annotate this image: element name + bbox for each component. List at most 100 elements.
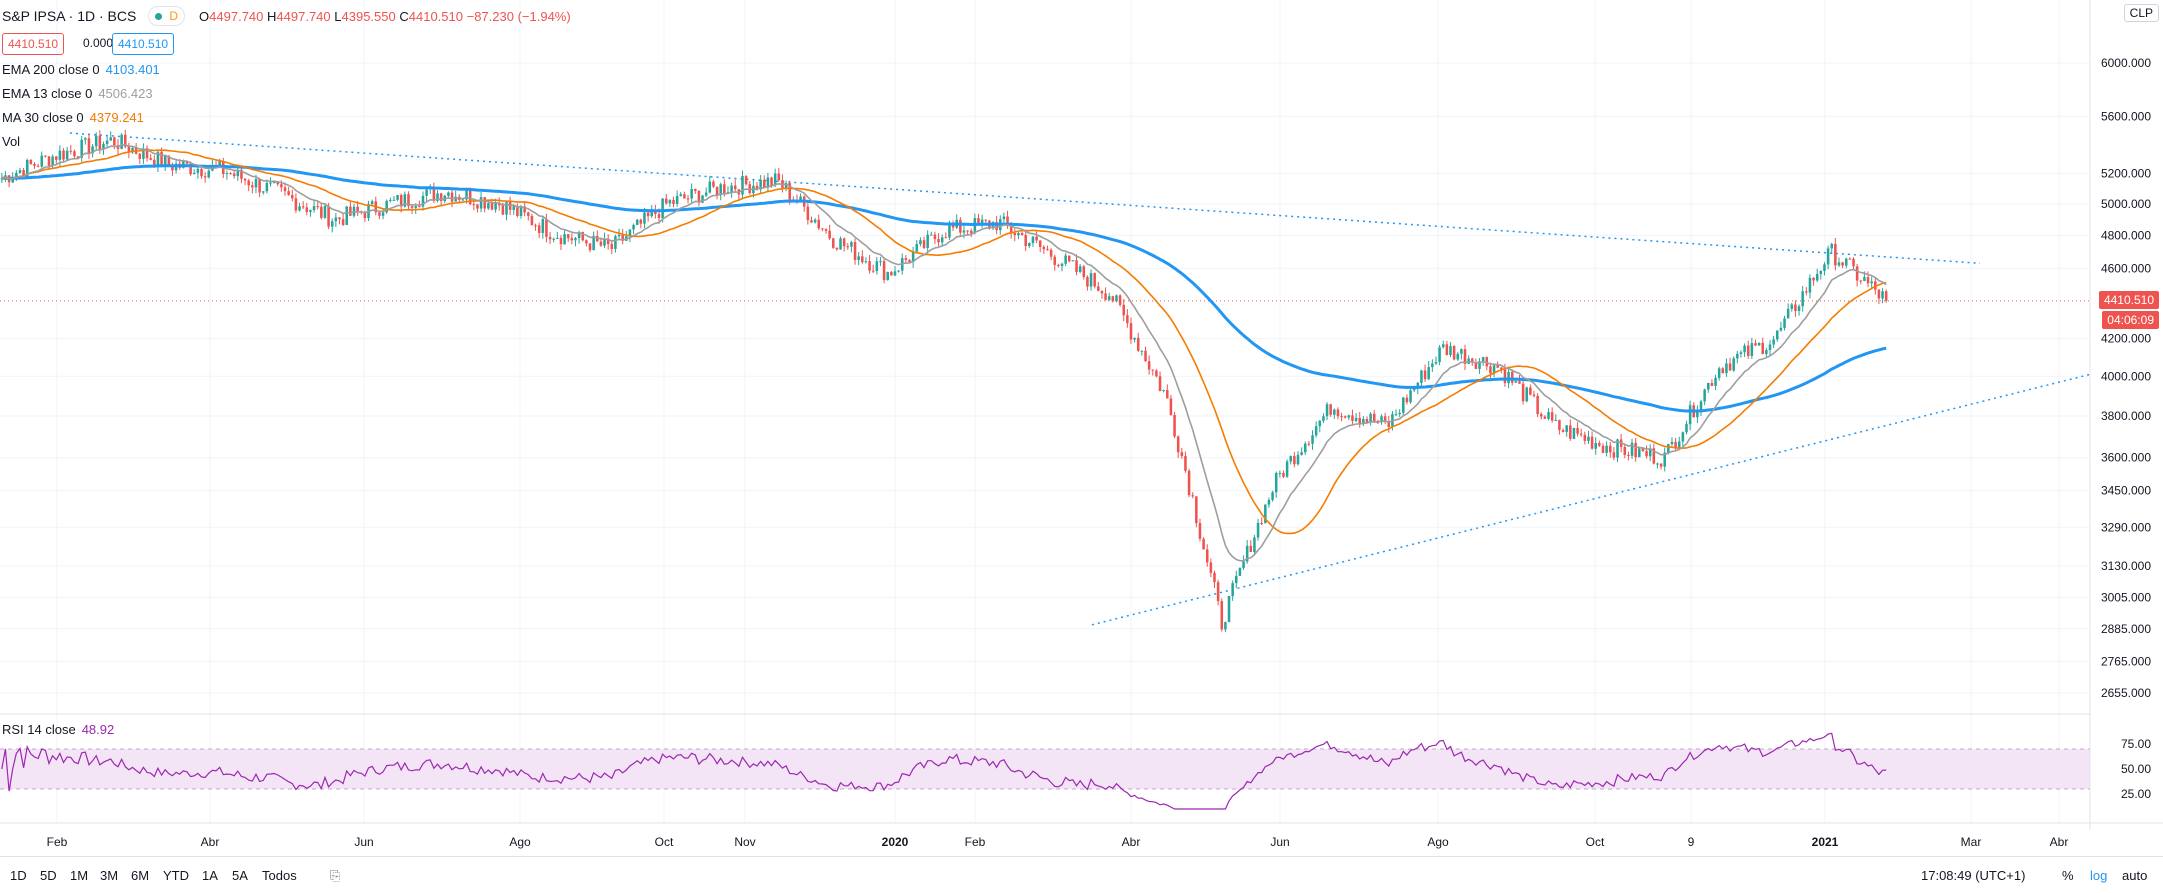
candle-body: [127, 146, 131, 153]
candle-body: [1271, 492, 1274, 500]
candle-body: [1576, 428, 1579, 434]
range-ytd[interactable]: YTD: [163, 868, 189, 883]
candle-body: [1460, 349, 1463, 354]
candle-body: [171, 165, 174, 171]
buy-button[interactable]: 4410.510: [112, 33, 175, 55]
candle-body: [1202, 538, 1205, 550]
candle-body: [265, 182, 269, 192]
range-1a[interactable]: 1A: [202, 868, 218, 883]
candle-body: [824, 229, 828, 231]
legend-rsi[interactable]: RSI 14 close 48.92: [2, 722, 115, 737]
time-tick-label: Oct: [1586, 835, 1605, 849]
range-todos[interactable]: Todos: [262, 868, 297, 883]
candle-body: [846, 246, 850, 248]
candle-body: [1358, 417, 1361, 424]
goto-date-icon[interactable]: ⎘: [330, 868, 341, 883]
candle-body: [828, 230, 831, 239]
candle-body: [163, 155, 167, 167]
candle-body: [552, 238, 555, 240]
candle-body: [1402, 397, 1405, 413]
candle-body: [1449, 346, 1452, 356]
change-readout: −87.230 (−1.94%): [466, 8, 571, 24]
candle-body: [563, 234, 566, 245]
candle-body: [1187, 470, 1191, 496]
candle-body: [1837, 262, 1841, 266]
candle-body: [1169, 398, 1173, 415]
candle-body: [574, 238, 577, 241]
range-1d[interactable]: 1D: [10, 868, 27, 883]
candle-body: [1405, 397, 1409, 403]
time-tick-label: Feb: [965, 835, 986, 849]
candle-body: [1536, 395, 1539, 415]
candle-body: [1173, 414, 1176, 437]
candle-body: [1779, 327, 1783, 331]
candle-body: [421, 195, 425, 207]
candle-body: [407, 194, 410, 207]
candle-body: [1398, 412, 1401, 415]
candle-body: [1601, 445, 1605, 453]
candle-body: [1561, 429, 1565, 432]
candle-body: [799, 196, 802, 203]
candle-body: [1340, 416, 1343, 418]
candle-body: [396, 195, 399, 200]
candle-body: [1151, 369, 1155, 371]
range-5d[interactable]: 5D: [40, 868, 57, 883]
candle-body: [1569, 425, 1572, 439]
legend-ema200[interactable]: EMA 200 close 0 4103.401: [2, 62, 160, 77]
candle-body: [1714, 377, 1717, 386]
candle-body: [944, 237, 948, 239]
candle-body: [632, 224, 635, 230]
legend-volume[interactable]: Vol: [2, 134, 21, 149]
range-1m[interactable]: 1M: [70, 868, 89, 883]
auto-toggle[interactable]: auto: [2122, 868, 2148, 883]
legend-ma30[interactable]: MA 30 close 0 4379.241: [2, 110, 144, 125]
candle-body: [243, 178, 247, 181]
candle-body: [349, 206, 352, 216]
sell-button[interactable]: 4410.510: [2, 33, 65, 55]
percent-toggle[interactable]: %: [2062, 868, 2074, 883]
candle-body: [1235, 575, 1238, 584]
range-6m[interactable]: 6M: [131, 868, 150, 883]
candle-body: [1002, 216, 1006, 220]
candle-body: [62, 150, 65, 160]
candle-body: [1812, 277, 1815, 281]
range-5a[interactable]: 5A: [232, 868, 248, 883]
candle-body: [1245, 545, 1249, 562]
candle-body: [381, 212, 385, 216]
candle-body: [675, 195, 679, 204]
candle-body: [534, 225, 537, 227]
candle-body: [541, 219, 545, 234]
candle-body: [1452, 346, 1456, 360]
candle-body: [1307, 443, 1311, 445]
candle-body: [1834, 243, 1837, 266]
symbol-title[interactable]: S&P IPSA · 1D · BCS: [2, 8, 137, 24]
candle-body: [1801, 291, 1804, 307]
candle-body: [1300, 452, 1303, 455]
candle-body: [850, 242, 853, 247]
candle-body: [138, 153, 142, 159]
candle-body: [523, 206, 526, 213]
legend-ema13[interactable]: EMA 13 close 0 4506.423: [2, 86, 153, 101]
currency-badge[interactable]: CLP: [2123, 4, 2159, 22]
clock[interactable]: 17:08:49 (UTC+1): [1921, 868, 2026, 883]
candle-body: [1594, 443, 1597, 449]
candle-body: [399, 195, 403, 207]
candle-body: [1608, 445, 1612, 453]
candle-body: [1343, 416, 1347, 418]
candle-body: [1529, 387, 1532, 395]
candle-body: [1318, 420, 1322, 427]
market-status-badge[interactable]: D: [148, 6, 186, 26]
candle-body: [1256, 522, 1260, 538]
price-tick-label: 2655.000: [2101, 686, 2151, 700]
candle-body: [1772, 339, 1775, 345]
candle-body: [432, 188, 436, 201]
range-3m[interactable]: 3M: [100, 868, 119, 883]
time-tick-label: Abr: [1122, 835, 1141, 849]
candle-body: [1579, 433, 1583, 435]
candle-body: [1267, 499, 1271, 505]
log-toggle[interactable]: log: [2090, 868, 2108, 883]
candle-body: [1863, 277, 1866, 282]
candle-body: [1147, 361, 1151, 370]
candle-body: [1688, 405, 1692, 425]
